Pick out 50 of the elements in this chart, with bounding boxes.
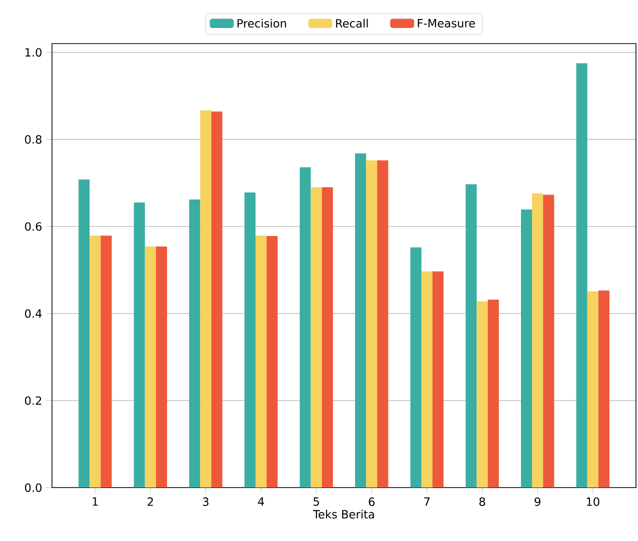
bar bbox=[410, 247, 422, 488]
x-tick-label: 5 bbox=[314, 497, 319, 506]
y-tick-label: 0.2 bbox=[25, 396, 42, 405]
x-tick-label: 8 bbox=[479, 497, 486, 506]
bar bbox=[189, 199, 200, 488]
bar bbox=[432, 271, 444, 488]
bar bbox=[532, 193, 544, 488]
legend-label: Precision bbox=[238, 18, 286, 28]
bar bbox=[211, 112, 222, 488]
y-tick-label: 0.4 bbox=[25, 309, 42, 318]
x-tick-label: 6 bbox=[368, 497, 375, 506]
bar bbox=[100, 236, 112, 488]
bar bbox=[78, 179, 90, 488]
bar bbox=[200, 110, 212, 488]
bar bbox=[421, 271, 432, 488]
bar bbox=[310, 187, 322, 488]
bar bbox=[598, 290, 610, 488]
bar bbox=[576, 63, 588, 488]
bar bbox=[377, 160, 388, 488]
bar bbox=[543, 194, 554, 488]
y-tick-label: 0.8 bbox=[25, 135, 42, 144]
y-tick-label: 0.0 bbox=[25, 483, 42, 492]
x-tick-label: 4 bbox=[258, 497, 264, 506]
bar bbox=[300, 167, 311, 488]
bar bbox=[355, 153, 366, 488]
bar bbox=[156, 246, 168, 488]
bar bbox=[244, 192, 256, 488]
x-axis-title: Teks Berita bbox=[312, 510, 374, 519]
bar bbox=[488, 300, 499, 488]
bar bbox=[90, 236, 101, 488]
x-tick-label: 3 bbox=[202, 497, 208, 506]
bar bbox=[322, 187, 333, 488]
legend-label: Recall bbox=[336, 18, 368, 28]
x-tick-label: 9 bbox=[534, 497, 540, 506]
legend-label: F-Measure bbox=[418, 19, 475, 28]
bar bbox=[256, 236, 267, 488]
bar bbox=[587, 291, 598, 488]
bar bbox=[366, 160, 378, 488]
x-tick-label: 2 bbox=[148, 497, 153, 506]
bar bbox=[466, 184, 477, 488]
bar bbox=[134, 202, 145, 488]
bar bbox=[144, 246, 156, 488]
x-tick-label: 1 bbox=[92, 497, 98, 506]
x-tick-label: 7 bbox=[424, 497, 430, 506]
bar bbox=[266, 236, 278, 488]
bar bbox=[476, 301, 488, 488]
y-tick-label: 1.0 bbox=[26, 48, 42, 57]
y-tick-label: 0.6 bbox=[25, 222, 42, 231]
x-tick-label: 10 bbox=[586, 497, 600, 506]
bar bbox=[520, 210, 532, 488]
